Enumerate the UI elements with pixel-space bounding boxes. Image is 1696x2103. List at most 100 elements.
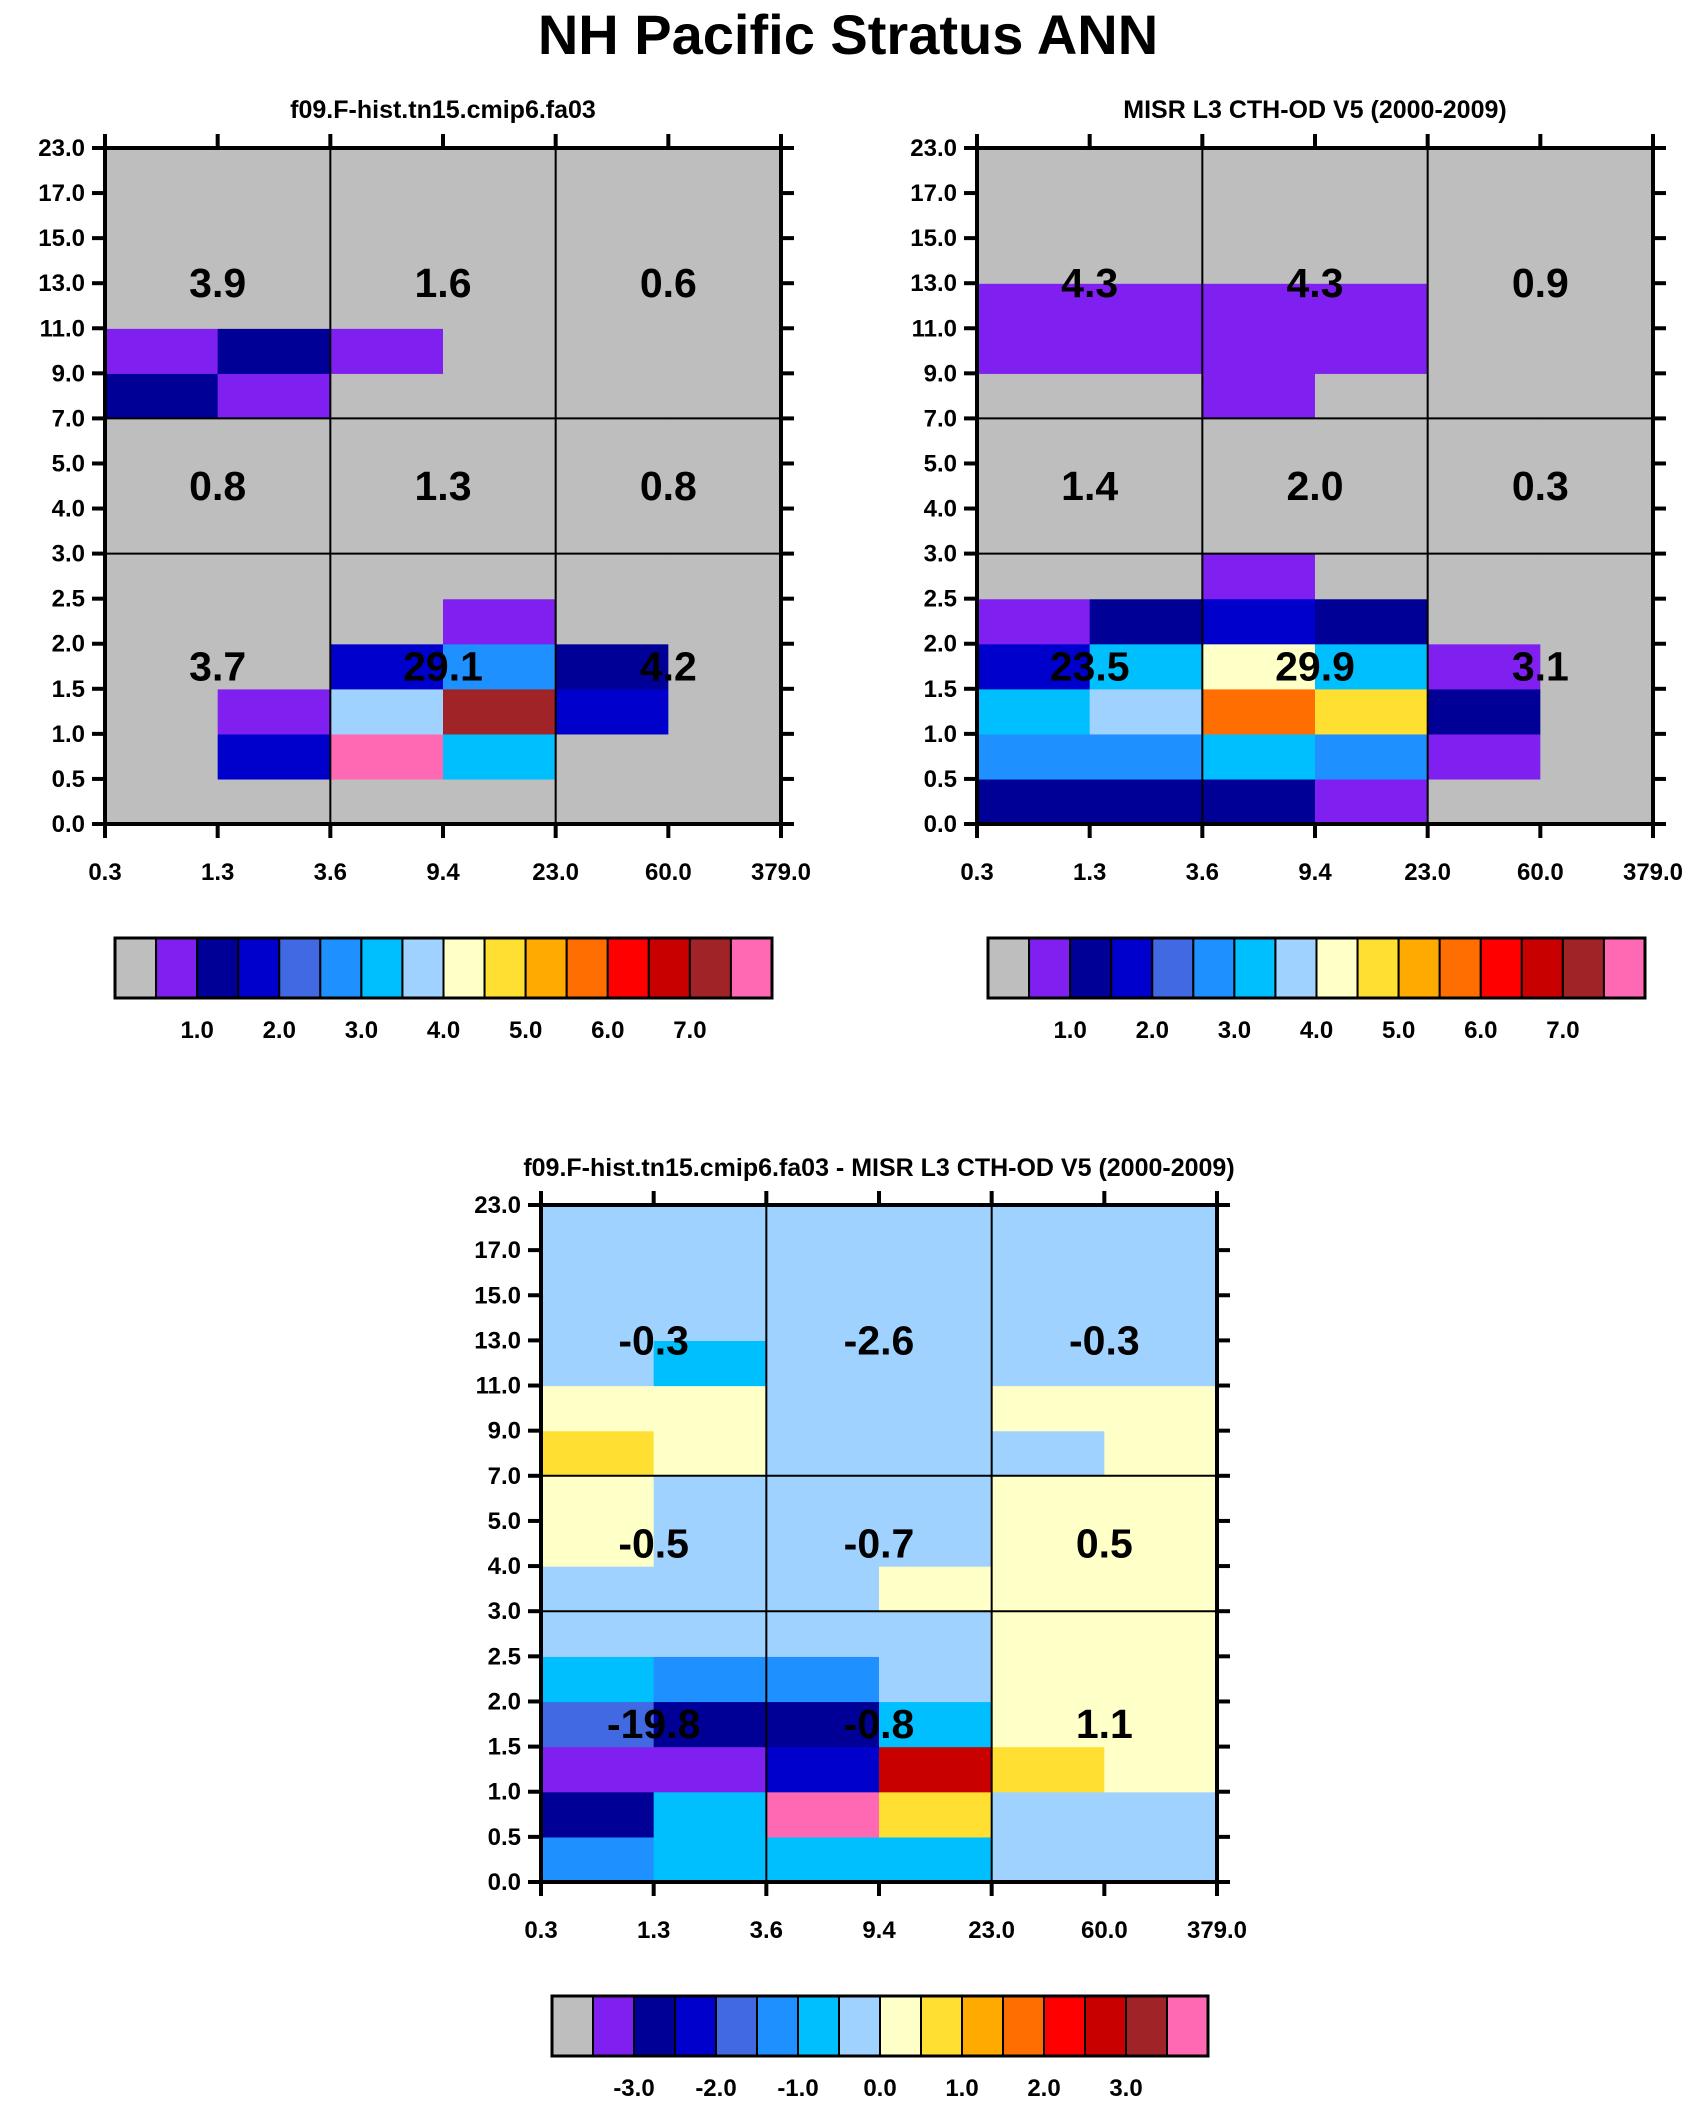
heatmap-cell [1427,508,1541,555]
colorbar-swatch [524,937,568,999]
heatmap-cell [766,1205,880,1251]
x-tick-label: 60.0 [1517,859,1564,886]
box-value-label: 1.6 [415,260,472,306]
heatmap-cell [541,1656,655,1703]
heatmap-cell [1315,508,1429,555]
colorbar-frame [986,936,1647,1000]
heatmap-cell [977,283,1091,329]
heatmap-cell [1315,238,1429,284]
y-tick-label: 0.5 [924,766,957,793]
colorbar-swatch [237,937,281,999]
colorbar-label: 5.0 [509,1017,542,1044]
colorbar-label: 4.0 [427,1017,460,1044]
heatmap-cell [766,1836,880,1883]
colorbar-label: 3.0 [1109,2075,1142,2102]
colorbar-swatch [1192,937,1236,999]
heatmap-cell [1104,1475,1218,1522]
heatmap-cell [1202,463,1316,510]
colorbar-label: 2.0 [1027,2075,1060,2102]
heatmap-cell [1202,688,1316,735]
heatmap-cell [330,643,444,690]
y-tick-label: 3.0 [52,541,85,568]
y-tick-label: 11.0 [40,315,85,342]
y-tick-label: 9.0 [924,360,957,387]
colorbar-swatch [715,1995,758,2057]
y-tick-label: 17.0 [910,180,957,207]
y-tick-label: 9.0 [52,360,85,387]
heatmap-cell [668,193,782,239]
heatmap-cell [217,148,331,194]
heatmap-cell [1202,148,1316,194]
heatmap-cell [555,148,669,194]
x-tick-label: 9.4 [1298,859,1332,886]
heatmap-cell [977,148,1091,194]
heatmap-cell [653,1791,767,1838]
heatmap-cell [555,283,669,329]
heatmap-cell [1540,643,1654,690]
heatmap-cell [217,688,331,735]
colorbar-swatch [196,937,240,999]
box-value-label: 29.9 [1275,643,1355,689]
heatmap-cell [991,1656,1105,1703]
y-tick-label: 0.0 [52,811,85,838]
heatmap-cell [991,1475,1105,1522]
y-tick-label: 0.5 [488,1824,521,1851]
heatmap-cell [105,373,219,419]
box-value-label: -19.8 [607,1701,700,1747]
heatmap-cell [541,1836,655,1883]
heatmap-cell [443,328,557,374]
heatmap-cell [105,688,219,735]
heatmap-cell [330,193,444,239]
heatmap-cell [1089,778,1203,825]
panel-title: MISR L3 CTH-OD V5 (2000-2009) [1123,96,1506,124]
heatmap-cell [1089,238,1203,284]
colorbar-swatch [1125,1995,1168,2057]
heatmap-cell [653,1385,767,1432]
box-value-label: 0.3 [1512,463,1569,509]
panel-3: f09.F-hist.tn15.cmip6.fa03 - MISR L3 CTH… [474,1154,1247,2102]
heatmap-cell [653,1295,767,1341]
heatmap-cell [1089,688,1203,735]
heatmap-cell [1202,328,1316,374]
heatmap-cell [879,1520,993,1567]
box-value-label: 0.6 [640,260,697,306]
heatmap-cell [991,1566,1105,1612]
heatmap-cell [1315,328,1429,374]
colorbar-swatch [1356,937,1400,999]
colorbar-swatch [674,1995,717,2057]
heatmap-cell [1315,643,1429,690]
box-value-label: 3.1 [1512,643,1569,689]
heatmap-cell [766,1701,880,1748]
heatmap-cell [977,733,1091,780]
heatmap-cell [1089,553,1203,600]
heatmap-cell [766,1295,880,1341]
colorbar-swatch [114,937,158,999]
heatmap-cell [1104,1430,1218,1477]
heatmap-cell [541,1566,655,1612]
heatmap-cell [443,238,557,284]
heatmap-cell [217,418,331,465]
x-tick-label: 1.3 [201,859,234,886]
y-tick-label: 1.0 [52,721,85,748]
heatmap-cell [1104,1656,1218,1703]
colorbar-swatch [987,937,1031,999]
y-tick-label: 0.0 [924,811,957,838]
heatmap-cell [1202,418,1316,465]
heatmap-cell [1540,598,1654,645]
colorbar-swatch [1561,937,1605,999]
y-tick-label: 4.0 [488,1553,521,1580]
heatmap-cell [1540,193,1654,239]
colorbar-frame [550,1994,1210,2058]
y-tick-label: 5.0 [52,450,85,477]
y-tick-label: 23.0 [474,1192,521,1219]
heatmap-cell [766,1746,880,1793]
heatmap-cell [977,778,1091,825]
colorbar-label: 7.0 [1546,1017,1579,1044]
heatmap-cell [541,1205,655,1251]
heatmap-cell [105,283,219,329]
colorbar-swatch [647,937,691,999]
heatmap-cell [1104,1340,1218,1387]
heatmap-cell [668,283,782,329]
colorbar-label: 1.0 [180,1017,213,1044]
